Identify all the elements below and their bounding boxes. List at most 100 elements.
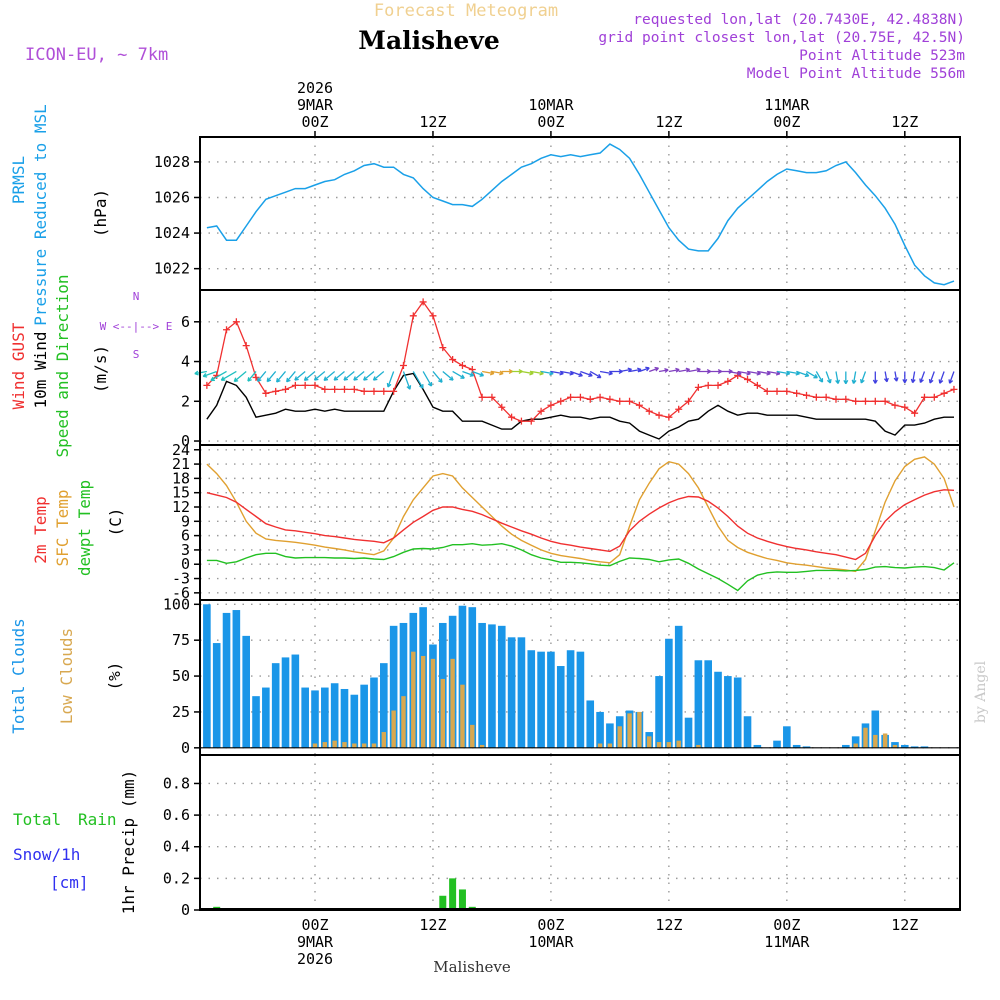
wind-direction-arrow: [286, 371, 296, 383]
top-hour-label: 12Z: [655, 113, 682, 131]
model-altitude: Model Point Altitude 556m: [747, 66, 966, 82]
low-cloud-bar: [696, 744, 701, 748]
low-cloud-bar: [312, 743, 318, 748]
total-cloud-bar: [340, 688, 349, 748]
gust-marker: [753, 381, 761, 389]
low-cloud-bar: [647, 736, 652, 748]
total-cloud-bar: [389, 625, 398, 748]
wind-direction-arrow: [919, 371, 926, 383]
wind-direction-arrow: [658, 367, 669, 373]
gust-marker: [665, 413, 673, 421]
total-cloud-bar: [556, 666, 565, 748]
total-cloud-bar: [802, 746, 811, 748]
total-cloud-bar: [350, 694, 359, 748]
ytick-label: 9: [181, 512, 190, 530]
ytick-label: 0.2: [163, 869, 190, 887]
bottom-date-label: 11MAR: [764, 933, 810, 951]
wind-direction-arrow: [806, 370, 818, 379]
wind-direction-arrow: [893, 371, 899, 382]
gust-marker: [724, 377, 732, 385]
top-year-label: 2026: [297, 79, 333, 97]
ytick-label: 1028: [154, 153, 190, 171]
total-cloud-bar: [497, 625, 506, 748]
gridpoint-coords: grid point closest lon,lat (20.75E, 42.5…: [598, 30, 965, 46]
wind-direction-arrow: [266, 371, 277, 383]
wind-direction-arrow: [220, 370, 237, 381]
total-cloud-bar: [203, 604, 211, 748]
total-cloud-bar: [655, 676, 663, 748]
total-label: Total: [13, 810, 61, 829]
wind-direction-arrow: [432, 371, 443, 383]
gust-marker: [626, 397, 634, 405]
model-label: ICON-EU, ~ 7km: [25, 45, 168, 65]
wind-direction-arrow: [860, 371, 867, 384]
gust-marker: [527, 417, 535, 425]
total-cloud-bar: [674, 625, 683, 748]
low-cloud-bar: [666, 742, 672, 748]
gust-marker: [704, 381, 712, 389]
total-cloud-bar: [212, 643, 221, 748]
gust-marker: [488, 393, 496, 401]
bottom-hour-label: 12Z: [891, 916, 918, 934]
bottom-hour-label: 00Z: [537, 916, 564, 934]
low-cloud-bar: [617, 726, 622, 748]
total-cloud-bar: [733, 677, 742, 748]
bottom-hour-label: 00Z: [301, 916, 328, 934]
total-cloud-bar: [458, 605, 467, 748]
gust-marker: [252, 373, 260, 381]
gust-marker: [350, 385, 358, 393]
low-cloud-bar: [371, 743, 377, 748]
total-cloud-bar: [380, 663, 388, 748]
gust-marker: [291, 381, 299, 389]
bottom-hour-label: 12Z: [419, 916, 446, 934]
gust-marker: [223, 326, 231, 334]
wind-direction-arrow: [353, 370, 365, 381]
wind-direction-arrow: [323, 370, 336, 381]
panel-frame: [199, 136, 961, 291]
total-cloud-bar: [753, 744, 762, 748]
total-cloud-bar: [232, 610, 241, 748]
low-cloud-bar: [627, 713, 632, 748]
gust-marker: [842, 395, 850, 403]
total-cloud-bar: [665, 638, 673, 748]
total-clouds-label: Total Clouds: [9, 618, 28, 734]
precip-unit-label: 1hr Precip (mm): [119, 770, 138, 915]
low-cloud-bar: [391, 710, 396, 748]
gust-marker: [242, 342, 250, 350]
total-cloud-bar: [851, 736, 860, 748]
ytick-label: 0.6: [163, 806, 190, 824]
top-hour-label: 12Z: [891, 113, 918, 131]
panel-frame: [199, 444, 961, 601]
gust-marker: [881, 397, 889, 405]
gust-marker: [399, 362, 407, 370]
wind-direction-arrow: [678, 367, 691, 373]
total-cloud-bar: [301, 687, 309, 748]
low-cloud-bar: [450, 658, 455, 748]
panel-frame: [199, 754, 961, 911]
total-cloud-bar: [281, 657, 290, 748]
wind-direction-arrow: [256, 371, 267, 382]
wind-direction-arrow: [688, 367, 701, 373]
wind-direction-arrow: [639, 366, 650, 373]
low-cloud-bar: [892, 744, 898, 748]
ytick-label: 1026: [154, 188, 190, 206]
low-cloud-bar: [342, 742, 347, 748]
ytick-label: 24: [172, 441, 190, 459]
wind-direction-arrow: [343, 370, 355, 381]
pressure-panel: 1022 1024 1026 1028: [154, 136, 961, 291]
ytick-label: -3: [172, 570, 190, 588]
wind-direction-arrow: [580, 370, 593, 378]
total-cloud-bar: [360, 684, 368, 748]
gust-marker: [203, 381, 211, 389]
gust-marker: [232, 318, 240, 326]
total-cloud-bar: [527, 650, 536, 748]
total-cloud-bar: [773, 740, 781, 748]
total-cloud-bar: [606, 723, 614, 748]
wind-direction-arrow: [599, 370, 613, 376]
wind-direction-arrow: [247, 371, 257, 382]
overtitle: Forecast Meteogram: [374, 1, 558, 21]
total-cloud-bar: [330, 683, 339, 748]
low-cloud-bar: [401, 696, 406, 748]
ytick-label: 0: [181, 555, 190, 573]
total-cloud-bar: [586, 700, 595, 748]
